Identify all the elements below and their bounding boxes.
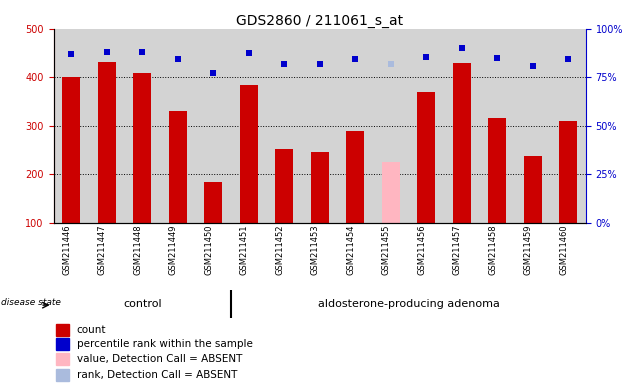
Text: GSM211449: GSM211449 bbox=[169, 224, 178, 275]
Text: GSM211458: GSM211458 bbox=[488, 224, 497, 275]
Title: GDS2860 / 211061_s_at: GDS2860 / 211061_s_at bbox=[236, 14, 403, 28]
Text: GSM211450: GSM211450 bbox=[204, 224, 213, 275]
Bar bbox=[204, 182, 222, 223]
Bar bbox=[453, 63, 471, 223]
Bar bbox=[55, 324, 69, 336]
Bar bbox=[240, 84, 258, 223]
Text: GSM211457: GSM211457 bbox=[453, 224, 462, 275]
Bar bbox=[346, 131, 364, 223]
Text: disease state: disease state bbox=[1, 298, 61, 307]
Text: GSM211446: GSM211446 bbox=[62, 224, 71, 275]
Bar bbox=[169, 111, 186, 223]
Text: control: control bbox=[123, 299, 161, 309]
Text: GSM211456: GSM211456 bbox=[417, 224, 427, 275]
Bar bbox=[488, 119, 506, 223]
Bar bbox=[275, 149, 293, 223]
Bar bbox=[134, 73, 151, 223]
Text: GSM211447: GSM211447 bbox=[98, 224, 106, 275]
Text: GSM211451: GSM211451 bbox=[240, 224, 249, 275]
Bar bbox=[55, 338, 69, 350]
Bar bbox=[98, 62, 116, 223]
Bar bbox=[417, 92, 435, 223]
Text: GSM211453: GSM211453 bbox=[311, 224, 320, 275]
Text: rank, Detection Call = ABSENT: rank, Detection Call = ABSENT bbox=[77, 370, 238, 381]
Text: GSM211454: GSM211454 bbox=[346, 224, 355, 275]
Bar bbox=[55, 369, 69, 381]
Text: percentile rank within the sample: percentile rank within the sample bbox=[77, 339, 253, 349]
Bar bbox=[524, 156, 542, 223]
Bar bbox=[559, 121, 577, 223]
Text: value, Detection Call = ABSENT: value, Detection Call = ABSENT bbox=[77, 354, 242, 364]
Bar bbox=[382, 162, 399, 223]
Text: GSM211459: GSM211459 bbox=[524, 224, 532, 275]
Bar bbox=[311, 152, 329, 223]
Text: GSM211448: GSM211448 bbox=[134, 224, 142, 275]
Text: count: count bbox=[77, 324, 106, 334]
Text: GSM211452: GSM211452 bbox=[275, 224, 284, 275]
Text: GSM211460: GSM211460 bbox=[559, 224, 568, 275]
Text: aldosterone-producing adenoma: aldosterone-producing adenoma bbox=[318, 299, 500, 309]
Text: GSM211455: GSM211455 bbox=[382, 224, 391, 275]
Bar bbox=[62, 77, 80, 223]
Bar bbox=[55, 353, 69, 366]
